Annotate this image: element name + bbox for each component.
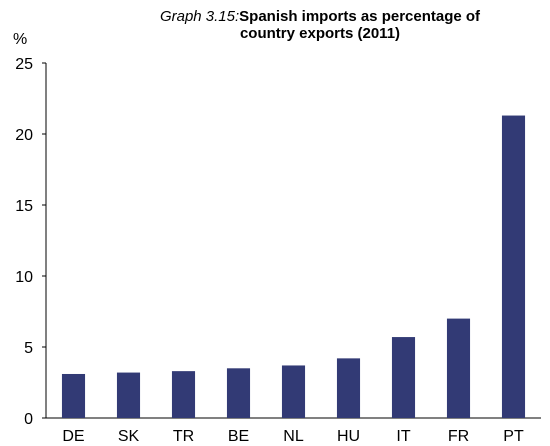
x-tick-label-nl: NL — [283, 428, 304, 445]
x-tick-label-tr: TR — [173, 428, 194, 445]
chart-title-line1: Spanish imports as percentage of — [239, 8, 481, 25]
bar-nl — [281, 365, 306, 418]
x-tick-label-fr: FR — [448, 428, 469, 445]
chart-title-prefix: Graph 3.15: — [159, 8, 240, 25]
bar-sk — [116, 372, 141, 418]
x-tick-label-it: IT — [396, 428, 410, 445]
bar-de — [61, 373, 86, 418]
bar-it — [391, 337, 416, 418]
y-tick-label: 20 — [15, 127, 33, 144]
chart-title-line2: country exports (2011) — [239, 25, 401, 42]
y-tick-label: 10 — [15, 269, 33, 286]
bar-hu — [336, 358, 361, 418]
bar-be — [226, 368, 251, 418]
bar-tr — [171, 371, 196, 418]
y-tick-label: 0 — [24, 411, 33, 428]
x-tick-label-pt: PT — [503, 428, 524, 445]
y-tick-label: 15 — [15, 198, 33, 215]
bars-group — [61, 115, 526, 418]
x-tick-label-de: DE — [62, 428, 84, 445]
x-tick-label-sk: SK — [118, 428, 140, 445]
x-tick-label-be: BE — [228, 428, 249, 445]
x-tick-label-hu: HU — [337, 428, 360, 445]
x-axis-labels: DE SK TR BE NL HU IT FR PT — [62, 428, 524, 445]
y-axis-unit-label: % — [13, 31, 27, 48]
bar-pt — [501, 115, 526, 418]
y-axis-ticks: 0 5 10 15 20 25 — [15, 56, 46, 428]
y-tick-label: 25 — [15, 56, 33, 73]
bar-fr — [446, 318, 471, 418]
y-tick-label: 5 — [24, 340, 33, 357]
chart-title: Graph 3.15:Spanish imports as percentage… — [100, 8, 540, 42]
